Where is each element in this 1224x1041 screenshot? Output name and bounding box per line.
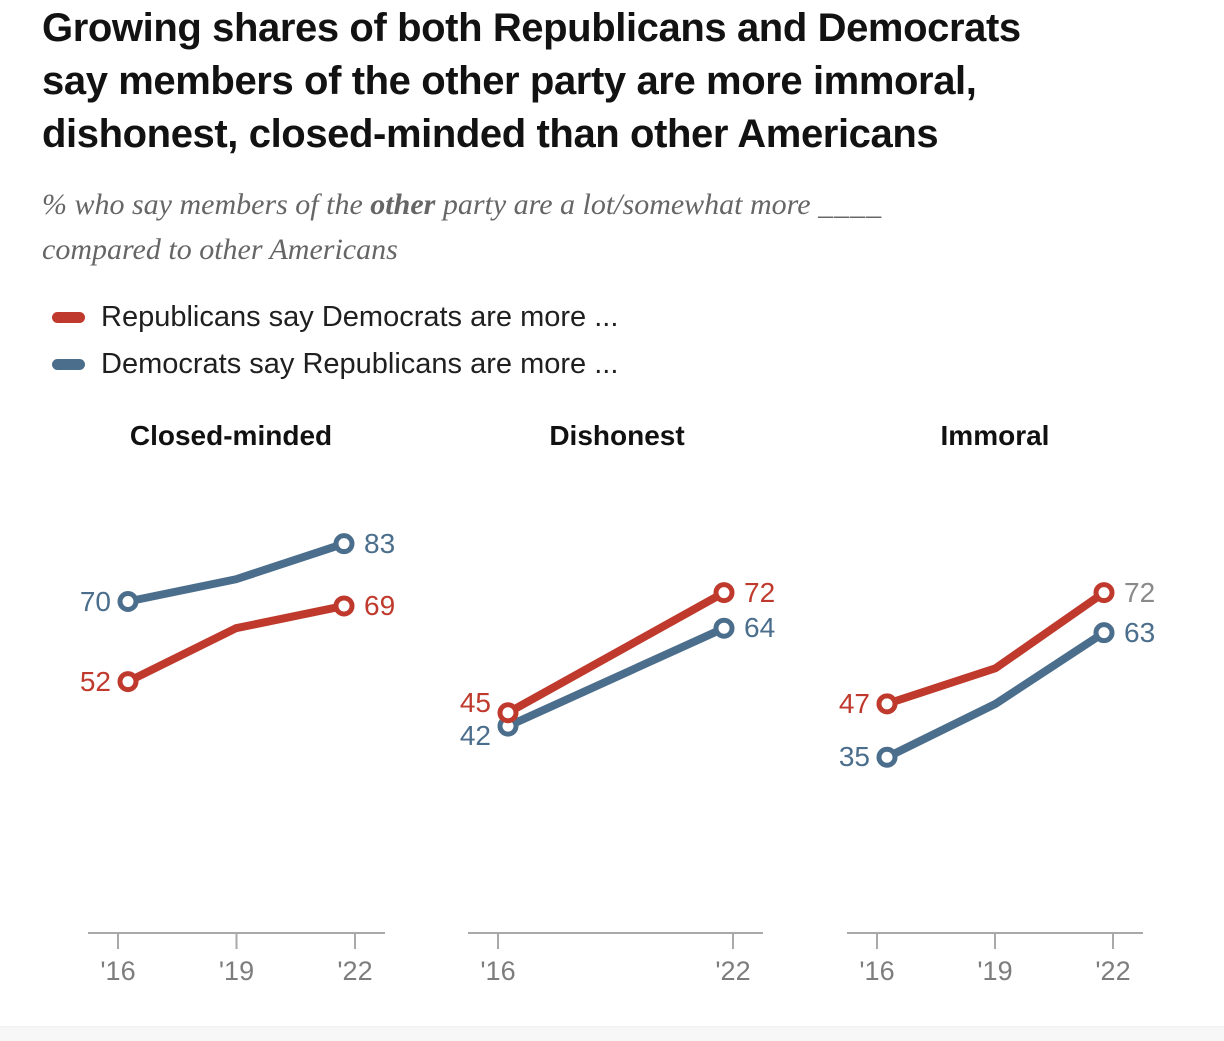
democrats-trend-line: [885, 629, 1107, 761]
x-axis-tick-label: '19: [977, 956, 1013, 986]
value-label: 52: [79, 665, 111, 697]
legend: Republicans say Democrats are more ... D…: [52, 294, 618, 388]
x-axis-tick-label: '16: [480, 956, 516, 986]
chart-subtitle: % who say members of the other party are…: [42, 182, 882, 272]
value-label: 69: [364, 589, 396, 621]
x-axis-tick-label: '16: [859, 956, 895, 986]
democrats-data-point-marker: [713, 617, 735, 639]
value-label: 70: [79, 585, 111, 617]
value-label: 83: [364, 527, 396, 559]
republicans-data-point-marker: [713, 582, 735, 604]
chart-subtitle-line1: % who say members of the other party are…: [42, 182, 882, 227]
republicans-trend-line: [506, 589, 726, 717]
chart-title-line: say members of the other party are more …: [42, 59, 977, 103]
republicans-trend-line: [885, 589, 1107, 708]
x-axis-tick-label: '22: [1095, 956, 1131, 986]
value-label: 47: [838, 687, 870, 719]
x-axis-tick-label: '19: [218, 956, 255, 986]
x-axis-tick-label: '22: [337, 956, 373, 986]
panel-title-dishonest: Dishonest: [549, 420, 685, 451]
democrats-data-point-marker: [333, 533, 355, 555]
democrats-trend-line: [506, 624, 726, 730]
legend-label: Republicans say Democrats are more ...: [101, 301, 619, 333]
subtitle-text: party are a lot/somewhat more: [435, 188, 819, 221]
panel-title-immoral: Immoral: [940, 420, 1050, 451]
fill-in-blank: ____: [818, 188, 883, 221]
chart-title: Growing shares of both Republicans and D…: [42, 2, 1021, 161]
democrats-trend-line: [127, 539, 346, 606]
value-label: 45: [459, 686, 491, 718]
chart-title-line: dishonest, closed-minded than other Amer…: [42, 112, 939, 156]
value-label: 35: [838, 741, 870, 773]
value-label: 72: [1124, 576, 1156, 608]
democrats-data-point-marker: [1093, 622, 1115, 644]
republicans-data-point-marker: [497, 702, 519, 724]
legend-label: Democrats say Republicans are more ...: [101, 348, 619, 380]
democrats-data-point-marker: [117, 591, 139, 612]
chart-subtitle-line2: compared to other Americans: [42, 233, 398, 266]
republicans-data-point-marker: [876, 693, 898, 715]
value-label: 42: [459, 719, 491, 751]
value-label: 63: [1124, 616, 1156, 648]
panel-title-closed-minded: Closed-minded: [129, 420, 333, 451]
subtitle-text: % who say members of the: [42, 188, 371, 221]
republicans-trend-line: [126, 602, 345, 686]
footer-strip: [0, 1026, 1224, 1041]
value-label: 64: [744, 612, 776, 644]
republicans-data-point-marker: [333, 595, 355, 617]
democrats-data-point-marker: [876, 746, 898, 768]
republicans-data-point-marker: [117, 671, 139, 693]
democrat-blue-swatch-icon: [52, 359, 85, 370]
subtitle-bold-word: other: [370, 188, 436, 221]
legend-item-democrats: Democrats say Republicans are more ...: [52, 341, 618, 388]
republicans-data-point-marker: [1093, 582, 1115, 604]
x-axis-tick-label: '22: [715, 956, 751, 986]
value-label: 72: [744, 576, 776, 608]
x-axis-tick-label: '16: [100, 956, 136, 986]
legend-item-republicans: Republicans say Democrats are more ...: [52, 294, 618, 341]
republican-red-swatch-icon: [52, 312, 85, 323]
chart-title-line: Growing shares of both Republicans and D…: [42, 6, 1021, 50]
